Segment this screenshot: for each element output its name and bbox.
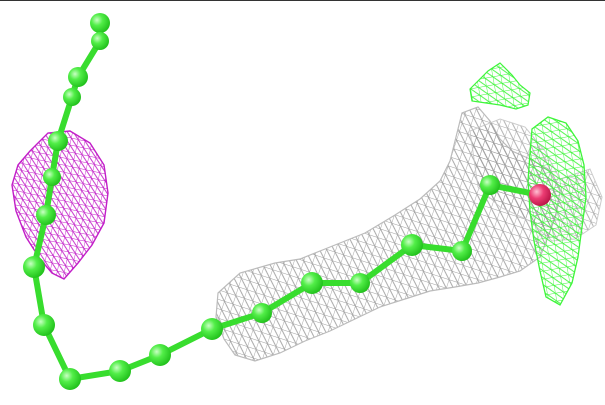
carbon-atoms <box>23 13 500 390</box>
carbon-atom <box>301 272 323 294</box>
oxygen-atom <box>529 184 551 206</box>
carbon-atom <box>68 67 88 87</box>
carbon-atom <box>201 318 223 340</box>
carbon-atom <box>23 256 45 278</box>
carbon-atom <box>36 205 56 225</box>
carbon-atom <box>43 168 61 186</box>
carbon-atom <box>480 175 500 195</box>
carbon-atom <box>109 360 131 382</box>
positive-difference-mesh <box>469 62 587 306</box>
carbon-atom <box>91 32 109 50</box>
carbon-atom <box>452 241 472 261</box>
carbon-atom <box>350 273 370 293</box>
carbon-atom <box>33 314 55 336</box>
carbon-atom <box>149 344 171 366</box>
carbon-atom <box>252 303 272 323</box>
carbon-atom <box>401 234 423 256</box>
carbon-atom <box>48 131 68 151</box>
carbon-atom <box>59 368 81 390</box>
carbon-atom <box>90 13 110 33</box>
negative-difference-mesh <box>11 130 109 280</box>
carbon-atom <box>63 88 81 106</box>
oxygen-atoms <box>529 184 551 206</box>
